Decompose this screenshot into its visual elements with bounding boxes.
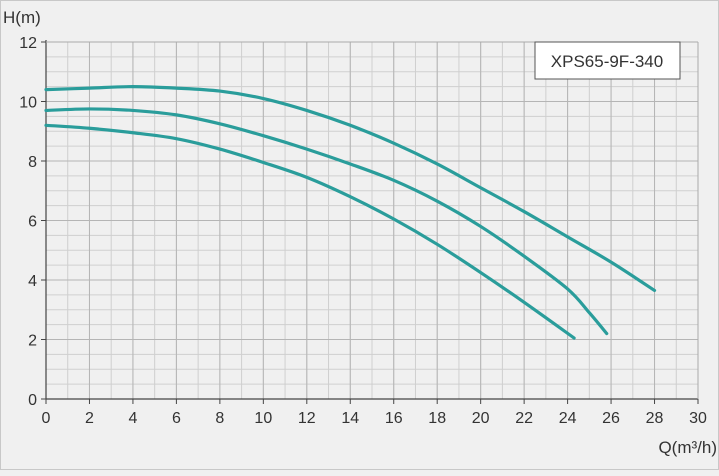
x-tick-label: 28 (646, 410, 664, 427)
x-tick-label: 14 (341, 410, 359, 427)
x-tick-label: 18 (428, 410, 446, 427)
x-tick-label: 30 (689, 410, 707, 427)
x-tick-label: 8 (215, 410, 224, 427)
legend-box-frame (534, 41, 681, 80)
x-tick-label: 24 (559, 410, 577, 427)
x-axis-label: Q(m³/h) (658, 438, 717, 457)
y-axis-label: H(m) (3, 8, 41, 27)
x-tick-labels: 0 2 4 6 8 10 12 14 16 18 20 22 24 26 28 30 (42, 410, 707, 427)
y-tick-label: 8 (28, 154, 37, 171)
x-tick-label: 4 (128, 410, 137, 427)
x-tick-label: 22 (515, 410, 533, 427)
x-tick-label: 2 (85, 410, 94, 427)
y-tick-label: 6 (28, 214, 37, 231)
y-tick-label: 4 (28, 273, 37, 290)
legend-box: XPS65-9F-340 (534, 41, 681, 80)
y-tick-label: 0 (28, 392, 37, 409)
pump-curve-line-3 (44, 123, 576, 340)
y-tick-labels: 0 2 4 6 8 10 12 (19, 35, 37, 409)
series-layer (44, 85, 657, 340)
x-tick-label: 0 (42, 410, 51, 427)
y-tick-label: 10 (19, 95, 37, 112)
x-tick-label: 10 (254, 410, 272, 427)
x-tick-label: 26 (602, 410, 620, 427)
x-tick-label: 12 (298, 410, 316, 427)
x-tick-label: 6 (172, 410, 181, 427)
y-tick-label: 12 (19, 35, 37, 52)
pump-curve-line-2 (44, 107, 609, 336)
pump-curve-line-1 (44, 85, 657, 293)
y-tick-label: 2 (28, 333, 37, 350)
x-tick-label: 16 (385, 410, 403, 427)
x-tick-label: 20 (472, 410, 490, 427)
legend-box-label: XPS65-9F-340 (551, 52, 663, 71)
axes (41, 40, 699, 404)
